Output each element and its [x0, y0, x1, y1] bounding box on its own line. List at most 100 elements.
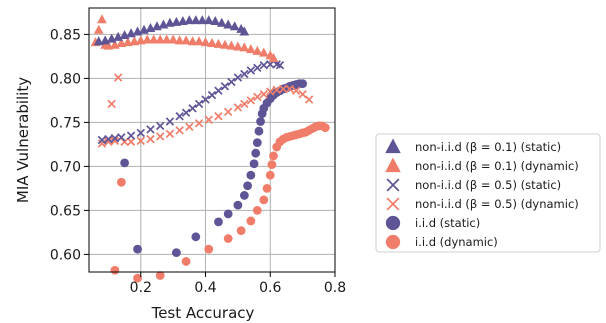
data-point-series-5 [265, 170, 275, 180]
data-point-series-5 [116, 177, 126, 187]
x-axis-label: Test Accuracy [151, 304, 255, 322]
data-point-series-3 [146, 134, 155, 144]
y-tick-label: 0.75 [50, 115, 81, 131]
data-point-series-2 [136, 128, 145, 138]
data-point-series-0 [93, 36, 104, 46]
y-tick-label: 0.85 [50, 27, 81, 43]
data-point-series-3 [156, 132, 165, 141]
legend-label-3: non-i.i.d (β = 0.5) (dynamic) [415, 197, 579, 211]
y-tick-label: 0.65 [50, 203, 81, 219]
legend-label-5: i.i.d (dynamic) [415, 235, 498, 249]
x-tick-label: 0.8 [324, 280, 346, 296]
legend-marker-5 [385, 234, 401, 250]
legend-label-0: non-i.i.d (β = 0.1) (static) [415, 140, 561, 154]
data-point-series-3 [240, 99, 249, 109]
data-point-series-4 [243, 181, 253, 191]
data-point-series-0 [223, 19, 233, 29]
data-point-series-3 [126, 137, 136, 146]
data-point-series-1 [103, 40, 114, 50]
data-point-series-4 [223, 209, 233, 219]
data-point-series-2 [214, 86, 223, 95]
data-point-series-1 [123, 37, 133, 47]
data-point-series-5 [246, 216, 256, 226]
data-point-series-3 [279, 84, 288, 94]
data-point-series-3 [214, 112, 223, 121]
data-point-series-2 [246, 66, 256, 75]
data-point-series-3 [304, 95, 314, 104]
data-point-series-5 [110, 265, 120, 275]
data-point-series-1 [181, 35, 191, 45]
data-point-series-2 [227, 77, 236, 87]
data-point-series-3 [194, 119, 204, 128]
data-point-series-3 [136, 136, 145, 146]
data-point-series-5 [267, 160, 277, 170]
data-point-series-2 [207, 90, 217, 100]
data-point-series-3 [104, 137, 113, 146]
data-point-series-1 [226, 40, 237, 50]
data-point-series-1 [142, 34, 153, 44]
data-point-series-1 [213, 38, 224, 48]
y-tick-label: 0.70 [50, 159, 81, 175]
data-point-series-5 [252, 206, 262, 215]
data-point-series-4 [191, 232, 201, 242]
data-point-series-1 [220, 39, 230, 49]
data-point-series-3 [107, 99, 116, 109]
data-point-series-2 [275, 60, 285, 70]
data-point-series-0 [216, 17, 227, 27]
data-point-series-3 [233, 103, 243, 112]
y-axis-label: MIA Vulnerability [14, 77, 32, 203]
plot-frame [88, 7, 336, 273]
data-point-series-3 [113, 73, 123, 82]
data-point-series-2 [181, 108, 191, 117]
data-point-series-5 [262, 184, 272, 193]
data-point-series-0 [210, 15, 221, 25]
data-point-series-3 [175, 126, 184, 135]
data-point-series-4 [233, 200, 243, 210]
data-point-series-0 [197, 15, 208, 25]
legend-marker-2 [386, 178, 400, 192]
data-point-series-0 [184, 15, 195, 25]
x-tick-label: 0.2 [130, 280, 152, 296]
data-point-series-1 [148, 34, 159, 44]
legend-label-2: non-i.i.d (β = 0.5) (static) [415, 178, 561, 192]
data-point-series-1 [116, 37, 127, 47]
legend-marker-3 [386, 197, 400, 211]
data-point-series-2 [156, 121, 165, 131]
legend-marker-1 [385, 157, 401, 173]
data-point-series-1 [268, 52, 279, 62]
data-point-series-1 [97, 14, 107, 24]
data-point-series-2 [220, 82, 230, 91]
axis-ticks: 0.2 0.4 0.6 0.8 0.60 0.65 0.70 0.75 0.80 0.85 [50, 27, 346, 296]
data-point-series-4 [133, 244, 142, 254]
data-point-series-3 [272, 85, 281, 95]
data-point-series-1 [155, 34, 166, 44]
data-point-series-5 [259, 195, 269, 205]
data-point-series-2 [165, 117, 175, 126]
data-point-series-3 [253, 92, 262, 102]
data-point-series-3 [285, 84, 294, 94]
data-point-series-2 [97, 135, 107, 145]
data-point-series-3 [291, 86, 301, 95]
data-point-series-2 [146, 125, 155, 134]
data-point-series-1 [194, 36, 204, 46]
data-point-series-2 [104, 134, 113, 144]
data-point-series-1 [200, 37, 211, 47]
data-point-series-1 [207, 37, 217, 47]
data-point-series-3 [259, 90, 268, 99]
data-point-series-4 [171, 248, 181, 258]
data-point-series-4 [246, 170, 256, 180]
data-point-series-1 [129, 36, 140, 46]
data-point-series-3 [266, 87, 275, 96]
data-point-series-3 [165, 129, 175, 139]
data-point-series-4 [249, 159, 259, 169]
data-point-series-0 [165, 17, 175, 27]
data-point-series-2 [175, 112, 184, 121]
data-point-series-1 [168, 34, 178, 44]
data-point-series-1 [233, 41, 243, 51]
data-point-series-5 [320, 123, 330, 133]
y-tick-label: 0.80 [50, 71, 81, 87]
data-point-series-0 [178, 15, 188, 25]
data-point-series-0 [203, 15, 214, 25]
data-point-series-2 [253, 63, 262, 73]
data-point-series-2 [240, 69, 249, 79]
